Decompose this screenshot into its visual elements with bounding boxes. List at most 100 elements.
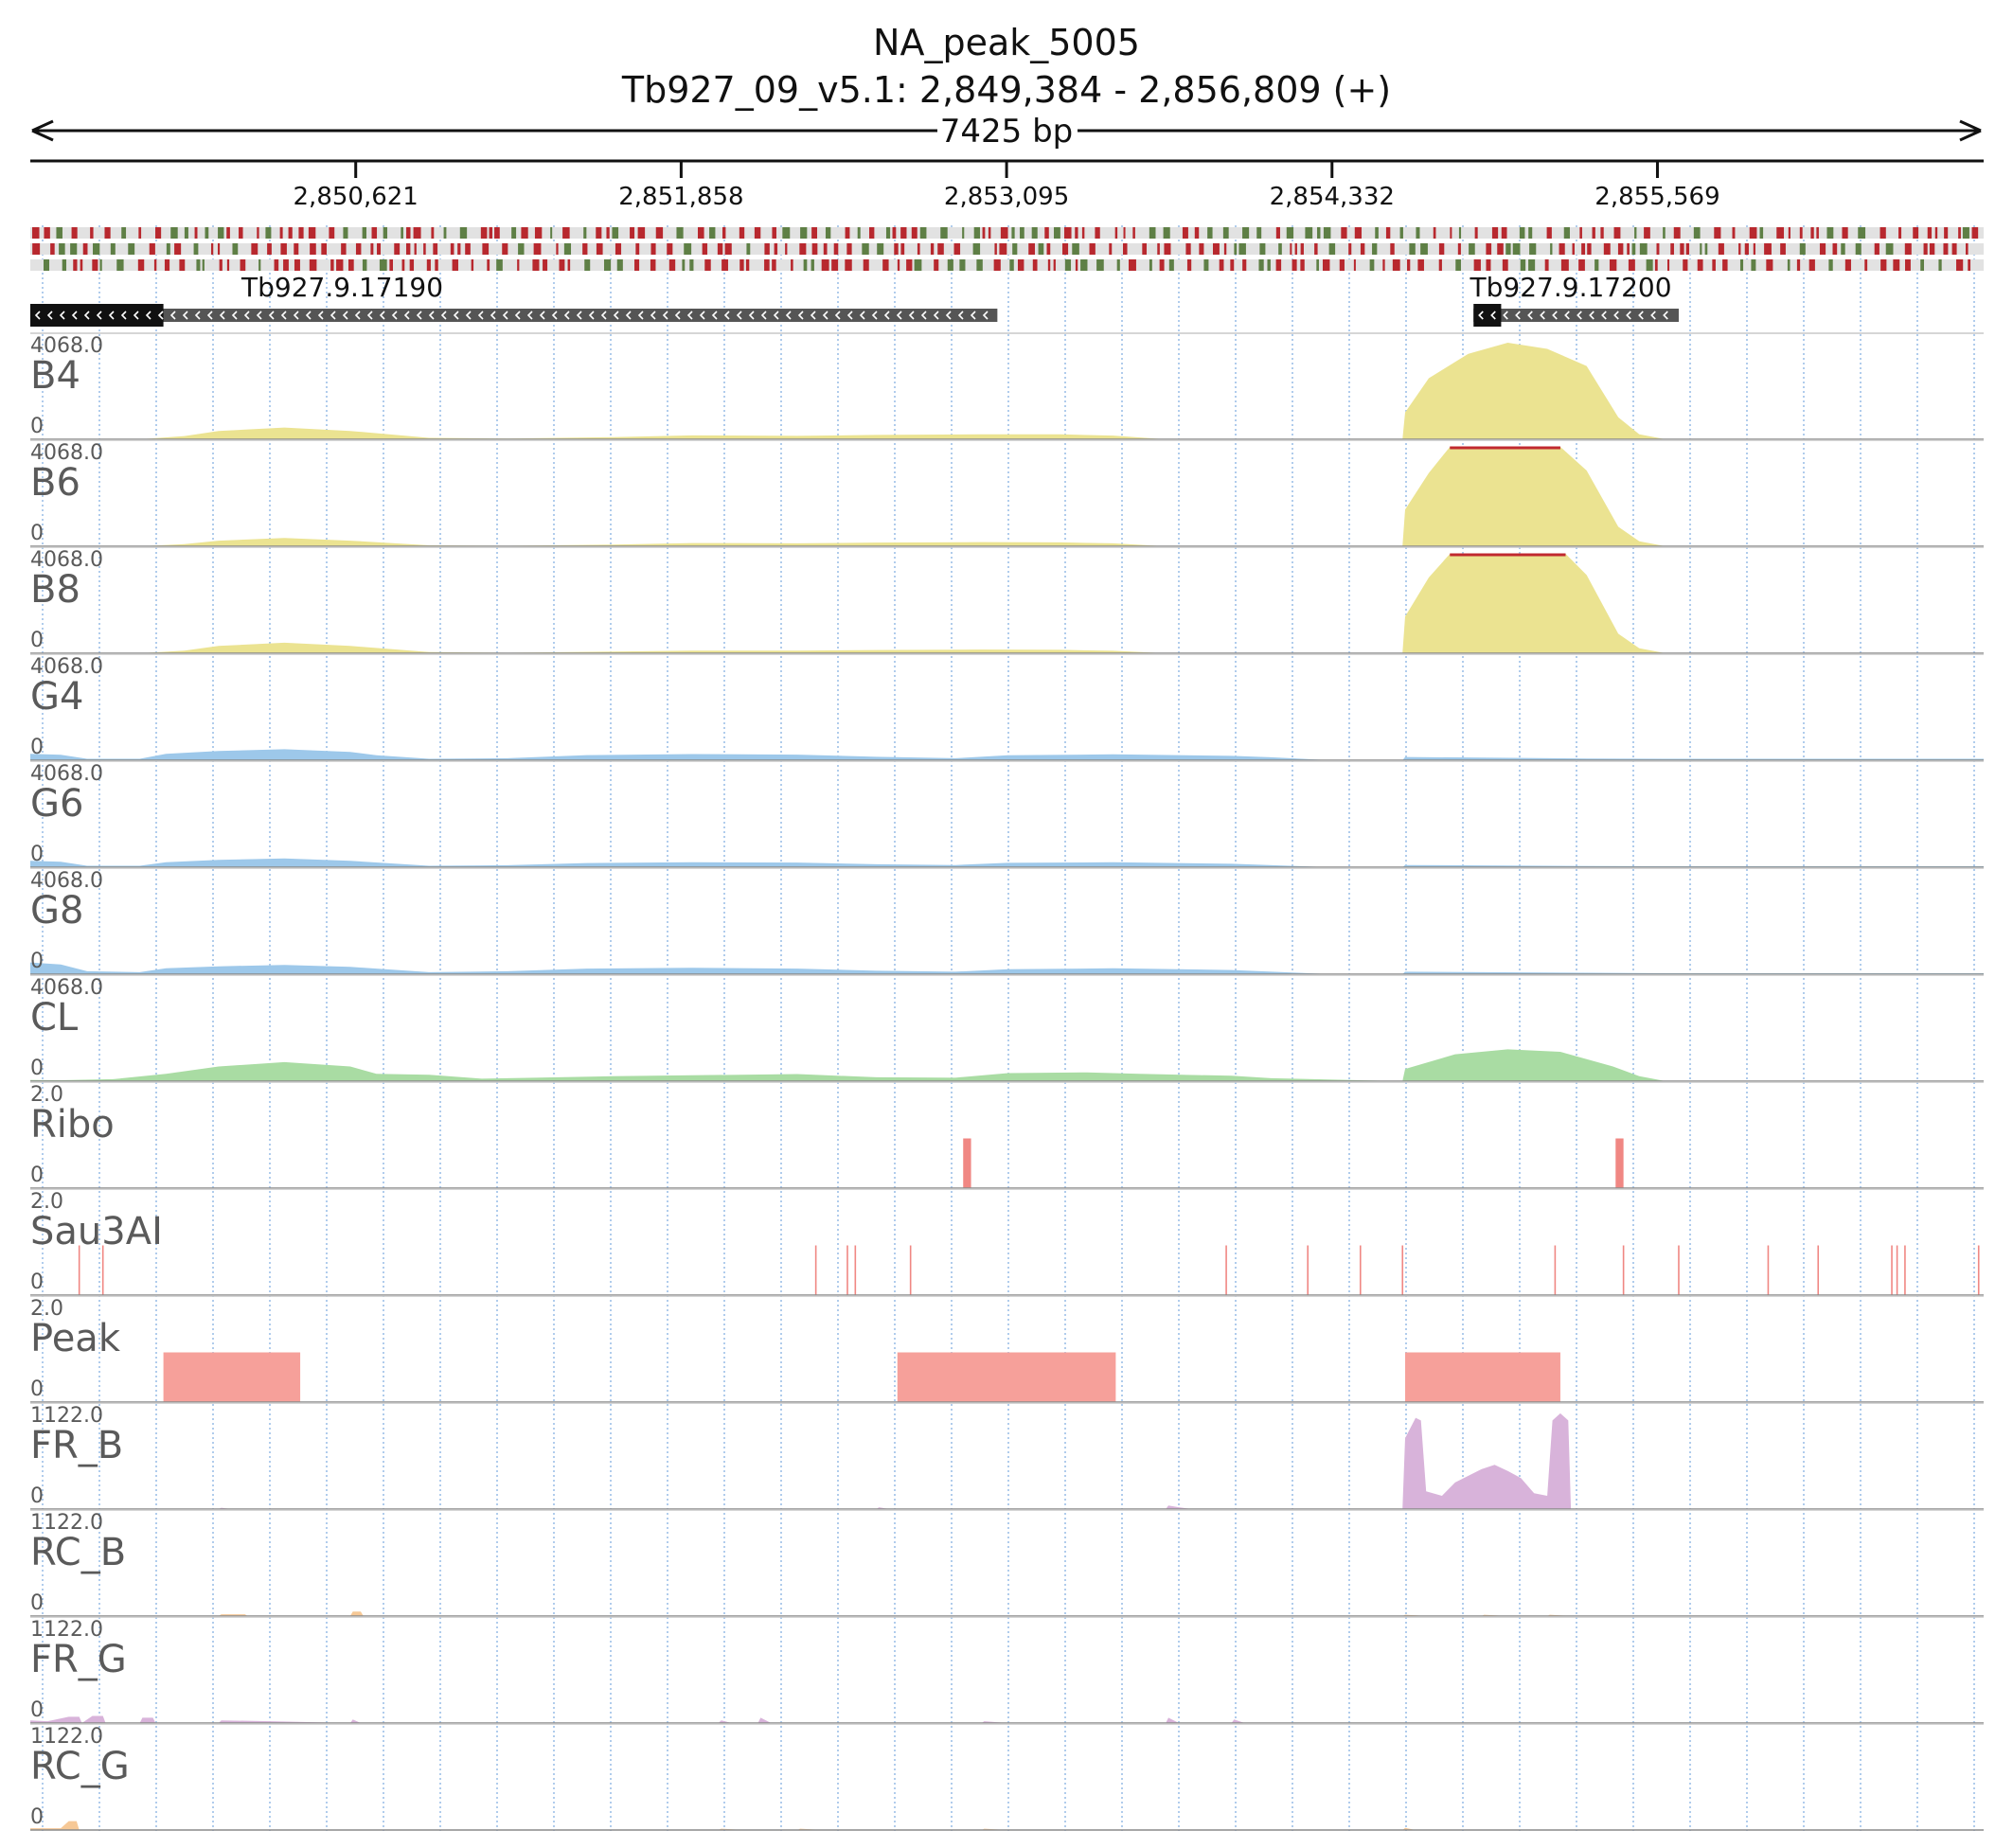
codon-mark [32, 243, 41, 255]
codon-mark [1157, 243, 1160, 255]
codon-mark [702, 243, 708, 255]
gene-body [30, 309, 998, 322]
codon-mark [164, 259, 170, 271]
codon-mark [1433, 227, 1436, 239]
strand-arrow-icon [182, 311, 188, 320]
codon-mark [1631, 243, 1636, 255]
codon-mark [196, 259, 201, 271]
codon-mark [414, 243, 417, 255]
codon-mark [1560, 259, 1569, 271]
gene-label: Tb927.9.17190 [240, 272, 443, 303]
codon-mark [1520, 259, 1526, 271]
codon-mark [137, 259, 145, 271]
codon-mark [348, 259, 354, 271]
codon-mark [993, 259, 1001, 271]
codon-mark [584, 259, 591, 271]
codon-mark [1390, 243, 1395, 255]
codon-mark [1501, 227, 1507, 239]
axis-tick-label: 2,850,621 [294, 183, 419, 211]
codon-mark [71, 227, 78, 239]
codon-mark [1369, 259, 1375, 271]
strand-arrow-icon [416, 311, 422, 320]
codon-mark [362, 227, 367, 239]
codon-mark [184, 227, 188, 239]
strand-arrow-icon [453, 311, 459, 320]
track-max-label: 4068.0 [30, 762, 103, 786]
codon-mark [1787, 259, 1790, 271]
track-g6: 4068.0G6 0 [30, 760, 1984, 868]
codon-mark [962, 227, 965, 239]
codon-mark [1017, 259, 1024, 271]
strand-arrow-icon [465, 311, 472, 320]
codon-mark [219, 259, 223, 271]
codon-mark [1858, 227, 1866, 239]
codon-mark [1409, 243, 1416, 255]
codon-mark [612, 227, 619, 239]
codon-mark [1258, 259, 1264, 271]
codon-mark [1242, 259, 1247, 271]
codon-mark [336, 259, 344, 271]
gene-feature[interactable]: Tb927.9.17190 [30, 272, 998, 327]
scale-label: 7425 bp [940, 113, 1074, 151]
track-max-label: 2.0 [30, 1083, 63, 1107]
track-min-label: 0 [30, 1164, 44, 1187]
codon-mark [308, 227, 316, 239]
sequence-track [30, 227, 1984, 271]
strand-arrow-icon [83, 311, 90, 320]
codon-mark [193, 243, 199, 255]
codon-mark [1855, 243, 1862, 255]
signal-bar [1405, 1352, 1560, 1402]
codon-mark [1417, 259, 1424, 271]
codon-mark [521, 227, 528, 239]
codon-mark [443, 227, 447, 239]
codon-mark [104, 227, 111, 239]
codon-mark [377, 243, 382, 255]
track-fr_b: 1122.0FR_B 0 [30, 1402, 1984, 1510]
codon-mark [405, 243, 411, 255]
codon-mark [799, 243, 807, 255]
codon-mark [637, 227, 646, 239]
codon-mark [1913, 227, 1919, 239]
codon-mark [1965, 243, 1968, 255]
codon-mark [1186, 259, 1192, 271]
codon-mark [517, 259, 520, 271]
codon-mark [583, 227, 587, 239]
strand-arrow-icon [723, 311, 730, 320]
codon-mark [1971, 227, 1979, 239]
codon-mark [1385, 227, 1391, 239]
codon-mark [1222, 227, 1229, 239]
gene-cds [1473, 304, 1502, 327]
strand-arrow-icon [440, 311, 447, 320]
codon-mark [309, 259, 317, 271]
codon-mark [811, 259, 814, 271]
codon-mark [1943, 243, 1949, 255]
strand-arrow-icon [34, 311, 41, 320]
strand-arrow-icon [650, 311, 656, 320]
codon-mark [1491, 227, 1499, 239]
codon-mark [1920, 259, 1925, 271]
codon-mark [149, 243, 155, 255]
codon-mark [550, 227, 553, 239]
codon-mark [845, 259, 852, 271]
track-max-label: 4068.0 [30, 334, 103, 358]
codon-mark [1819, 243, 1826, 255]
strand-arrow-icon [169, 311, 176, 320]
codon-mark [1704, 243, 1708, 255]
codon-mark [1259, 243, 1266, 255]
codon-mark [341, 243, 347, 255]
codon-mark [511, 227, 517, 239]
track-g8: 4068.0G8 0 [30, 867, 1984, 975]
codon-mark [976, 259, 983, 271]
codon-mark [1438, 243, 1445, 255]
strand-arrow-icon [1515, 311, 1521, 320]
codon-mark [1132, 227, 1135, 239]
track-min-label: 0 [30, 522, 44, 545]
codon-mark [655, 227, 664, 239]
codon-mark [1354, 227, 1363, 239]
codon-mark [1923, 243, 1928, 255]
gene-feature[interactable]: Tb927.9.17200 [1470, 272, 1679, 327]
codon-mark [650, 259, 656, 271]
track-name-label: G4 [30, 675, 83, 719]
codon-mark [1486, 259, 1491, 271]
strand-arrow-icon [1577, 311, 1582, 320]
